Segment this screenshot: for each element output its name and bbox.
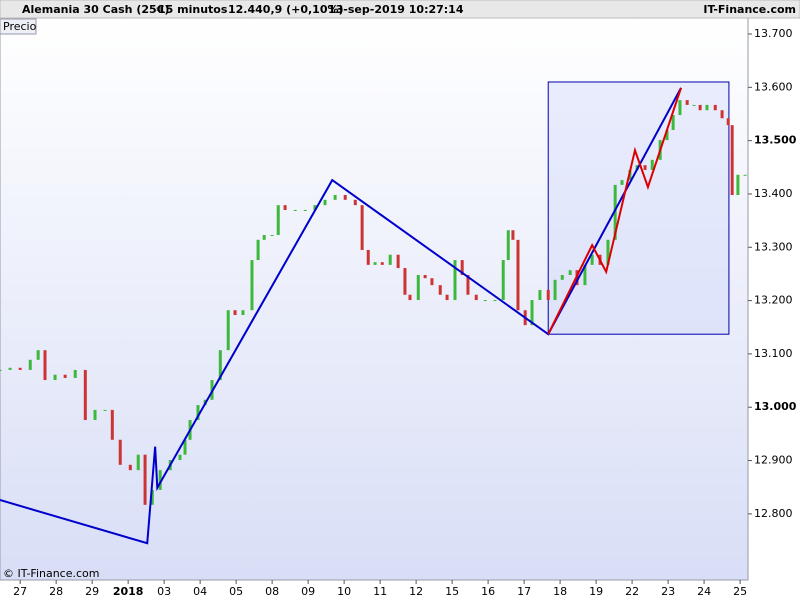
x-tick-label: 04 [193, 585, 207, 598]
x-tick-label: 25 [733, 585, 747, 598]
x-tick-label: 27 [13, 585, 27, 598]
timestamp: 13-sep-2019 10:27:14 [328, 3, 464, 16]
quote: 12.440,9 (+0,10%) [228, 3, 344, 16]
y-tick-label: 13.600 [754, 80, 793, 93]
y-tick-label: 13.400 [754, 187, 793, 200]
instrument: Alemania 30 Cash (25€) [22, 3, 169, 16]
y-tick-label: 13.500 [754, 134, 797, 147]
plot-area [0, 17, 749, 581]
x-tick-label: 19 [589, 585, 603, 598]
brand: IT-Finance.com [703, 3, 796, 16]
x-tick-label: 29 [85, 585, 99, 598]
x-tick-label: 17 [517, 585, 531, 598]
timeframe: 15 minutos [158, 3, 228, 16]
x-tick-label: 18 [553, 585, 567, 598]
header-bar [0, 0, 800, 19]
y-tick-label: 13.300 [754, 240, 793, 253]
x-tick-label: 24 [697, 585, 711, 598]
y-tick-label: 13.700 [754, 27, 793, 40]
x-tick-label: 11 [373, 585, 387, 598]
x-tick-label: 2018 [113, 585, 144, 598]
highlight-box [547, 81, 730, 335]
x-tick-label: 23 [661, 585, 675, 598]
y-tick-label: 12.800 [754, 507, 793, 520]
trend-line [547, 87, 682, 335]
x-tick-label: 15 [445, 585, 459, 598]
y-tick-label: 12.900 [754, 454, 793, 467]
x-tick-label: 28 [49, 585, 63, 598]
x-tick-label: 10 [337, 585, 351, 598]
x-tick-label: 03 [157, 585, 171, 598]
y-tick-label: 13.200 [754, 294, 793, 307]
x-tick-label: 16 [481, 585, 495, 598]
x-tick-label: 09 [301, 585, 315, 598]
y-tick-label: 13.100 [754, 347, 793, 360]
y-tick-label: 13.000 [754, 400, 797, 413]
panel-label: Precio [3, 20, 37, 33]
footer: © IT-Finance.com [3, 567, 100, 580]
x-tick-label: 05 [229, 585, 243, 598]
trend-line [0, 87, 682, 545]
x-tick-label: 22 [625, 585, 639, 598]
x-tick-label: 08 [265, 585, 279, 598]
panel-label-box [0, 18, 37, 35]
x-tick-label: 12 [409, 585, 423, 598]
